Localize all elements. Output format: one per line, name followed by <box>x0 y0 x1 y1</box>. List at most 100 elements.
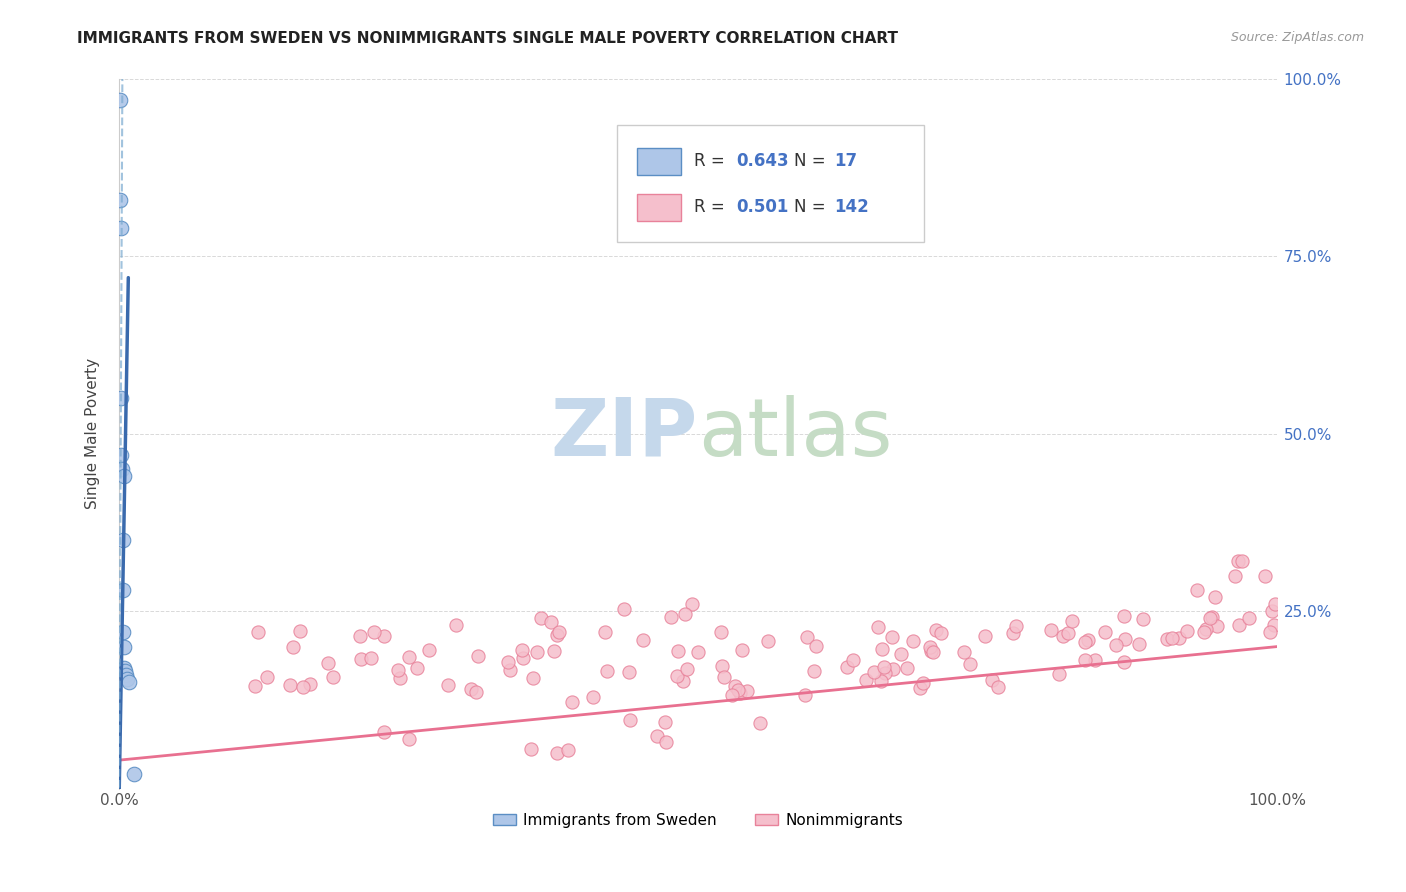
Point <box>546 628 568 642</box>
Point <box>647 729 669 743</box>
Point <box>735 684 758 698</box>
Point <box>1052 629 1074 643</box>
Point <box>526 645 548 659</box>
Point <box>1187 582 1209 597</box>
Point <box>530 611 553 625</box>
Point <box>114 665 136 679</box>
Point <box>1201 610 1223 624</box>
Point <box>631 632 654 647</box>
Text: 17: 17 <box>835 153 858 170</box>
Point <box>953 644 976 658</box>
Point <box>1094 625 1116 640</box>
Point <box>974 629 997 643</box>
Point <box>655 735 678 749</box>
Point <box>548 625 571 640</box>
Point <box>110 193 132 207</box>
Point <box>1084 653 1107 667</box>
Point <box>793 688 815 702</box>
Text: R =: R = <box>695 198 731 217</box>
Point <box>1105 638 1128 652</box>
Point <box>710 625 733 640</box>
Text: ZIP: ZIP <box>551 395 697 473</box>
Point <box>681 597 703 611</box>
Point <box>1225 568 1247 582</box>
Point <box>444 618 467 632</box>
Point <box>543 644 565 658</box>
Text: R =: R = <box>695 153 731 170</box>
Point <box>758 634 780 648</box>
Point <box>281 640 304 654</box>
Point <box>1074 635 1097 649</box>
Point <box>110 448 132 462</box>
Point <box>918 640 941 655</box>
Point <box>748 715 770 730</box>
FancyBboxPatch shape <box>617 125 924 242</box>
Point <box>924 624 946 638</box>
Point <box>728 686 751 700</box>
Point <box>465 685 488 699</box>
Text: 0.501: 0.501 <box>737 198 789 217</box>
Point <box>713 670 735 684</box>
Point <box>654 714 676 729</box>
Point <box>1112 609 1135 624</box>
Point <box>686 644 709 658</box>
Point <box>870 642 893 657</box>
Point <box>316 657 339 671</box>
Text: N =: N = <box>794 153 831 170</box>
Point <box>546 746 568 760</box>
Point <box>896 660 918 674</box>
Point <box>288 624 311 638</box>
Point <box>1230 554 1253 568</box>
Point <box>1040 624 1063 638</box>
Point <box>855 673 877 687</box>
Point <box>727 683 749 698</box>
Point <box>803 665 825 679</box>
Point <box>110 221 132 235</box>
Point <box>596 664 619 678</box>
Point <box>912 676 935 690</box>
Point <box>1175 624 1198 638</box>
Point <box>875 666 897 681</box>
Point <box>467 648 489 663</box>
Point <box>112 661 135 675</box>
Point <box>112 625 135 640</box>
Point <box>1005 618 1028 632</box>
Point <box>1237 611 1260 625</box>
Point <box>613 602 636 616</box>
Point <box>115 668 138 682</box>
Point <box>922 645 945 659</box>
Point <box>499 664 522 678</box>
Point <box>363 625 385 640</box>
Point <box>349 629 371 643</box>
Point <box>1128 637 1150 651</box>
Point <box>387 663 409 677</box>
Point <box>724 679 747 693</box>
FancyBboxPatch shape <box>637 148 681 175</box>
Point <box>959 657 981 672</box>
Point <box>1132 612 1154 626</box>
Point <box>1060 614 1083 628</box>
Point <box>987 680 1010 694</box>
Point <box>389 672 412 686</box>
Point <box>1161 631 1184 645</box>
Point <box>243 679 266 693</box>
Point <box>256 670 278 684</box>
Point <box>931 626 953 640</box>
Point <box>246 625 269 640</box>
Point <box>1227 618 1250 632</box>
Text: 0.643: 0.643 <box>737 153 789 170</box>
Point <box>110 391 132 405</box>
FancyBboxPatch shape <box>637 194 681 221</box>
Point <box>671 674 693 689</box>
Point <box>721 688 744 702</box>
Point <box>322 670 344 684</box>
Point <box>1263 618 1285 632</box>
Point <box>111 582 134 597</box>
Point <box>890 647 912 661</box>
Point <box>522 671 544 685</box>
Point <box>406 661 429 675</box>
Point <box>292 680 315 694</box>
Text: N =: N = <box>794 198 831 217</box>
Point <box>582 690 605 705</box>
Y-axis label: Single Male Poverty: Single Male Poverty <box>86 359 100 509</box>
